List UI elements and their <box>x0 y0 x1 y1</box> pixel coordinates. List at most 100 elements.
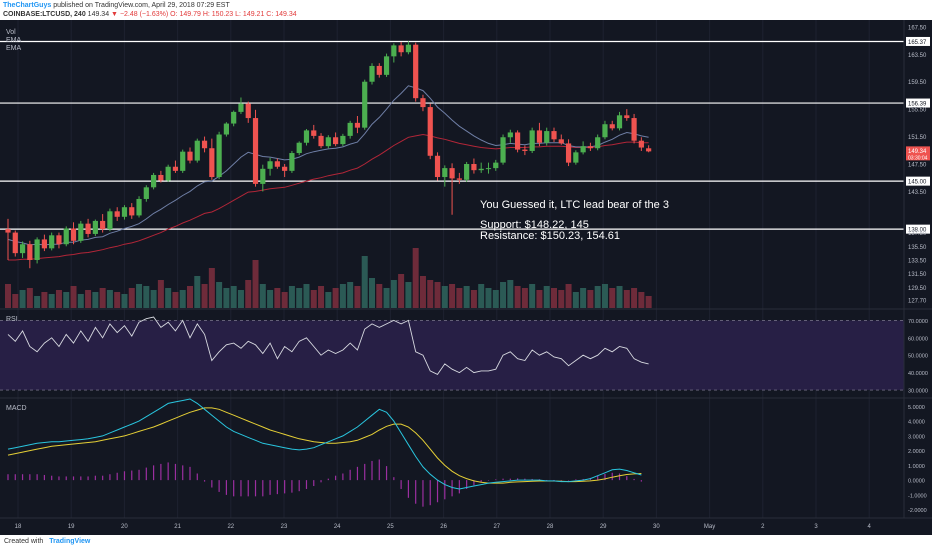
macd-hist-bar <box>640 480 642 482</box>
price-tick-label: 163.50 <box>908 53 927 59</box>
volume-bar <box>500 282 507 308</box>
macd-histogram <box>7 459 642 507</box>
volume-bar <box>201 284 208 308</box>
macd-hist-bar <box>524 478 526 481</box>
volume-bar <box>106 290 113 308</box>
macd-hist-bar <box>502 478 504 481</box>
volume-bar <box>143 286 150 308</box>
candle-body <box>507 132 513 138</box>
time-tick-label: 27 <box>493 524 500 530</box>
candle-body <box>121 207 128 217</box>
volume-bar <box>470 290 477 308</box>
macd-hist-bar <box>174 463 177 481</box>
macd-hist-bar <box>407 480 409 498</box>
macd-hist-bar <box>218 480 220 492</box>
macd-hist-bar <box>531 478 533 481</box>
candle-body <box>12 232 18 254</box>
volume-bar <box>427 280 434 308</box>
macd-hist-bar <box>58 476 60 481</box>
macd-hist-bar <box>495 479 497 481</box>
volume-bar <box>616 286 623 308</box>
volume-bar <box>288 286 295 308</box>
volume-bar <box>339 284 346 308</box>
volume-bar <box>237 290 244 308</box>
candle-body <box>544 131 550 143</box>
candle-body <box>172 166 179 171</box>
macd-hist-bar <box>618 473 621 481</box>
macd-hist-bar <box>509 478 511 481</box>
legend-ema-2[interactable]: EMA <box>6 45 22 52</box>
publish-info: published on TradingView.com, April 29, … <box>53 2 230 9</box>
macd-hist-bar <box>633 478 635 481</box>
time-tick-label: 25 <box>387 524 394 530</box>
volume-bar <box>558 290 565 308</box>
candle-body <box>318 135 324 147</box>
volume-bar <box>492 290 499 308</box>
volume-bar <box>456 288 463 308</box>
time-tick-label: 19 <box>68 524 75 530</box>
volume-bar <box>187 286 193 308</box>
candle-body <box>354 122 361 128</box>
volume-bar <box>543 286 550 308</box>
macd-hist-bar <box>575 479 577 481</box>
last-price: 149.34 <box>87 11 110 18</box>
candle-body <box>289 153 295 171</box>
macd-tick-label: 3.0000 <box>908 434 925 440</box>
macd-hist-bar <box>349 469 351 481</box>
candle-body <box>41 239 47 249</box>
time-axis: 18 19 20 21 22 23 24 25 26 27 28 29 30 May 2 3 4 <box>15 524 872 530</box>
candlesticks <box>5 41 652 269</box>
volume-bar <box>19 290 26 308</box>
macd-hist-bar <box>262 480 264 497</box>
candle-body <box>340 135 346 145</box>
legend-vol[interactable]: Vol <box>6 29 16 36</box>
candle-body <box>158 174 164 181</box>
candle-body <box>485 168 492 170</box>
symbol-name[interactable]: COINBASE:LTCUSD, 240 <box>3 11 86 18</box>
candle-body <box>515 132 521 150</box>
time-tick-label: 24 <box>334 524 341 530</box>
candle-body <box>427 107 433 156</box>
author-name[interactable]: TheChartGuys <box>3 2 52 9</box>
candle-body <box>34 239 40 260</box>
candle-body <box>231 111 237 124</box>
chart-background <box>0 20 932 535</box>
price-tick-label: 155.50 <box>908 108 927 114</box>
tradingview-logo[interactable]: TradingView <box>49 538 91 545</box>
price-tick-label: 159.50 <box>908 80 927 86</box>
candle-body <box>49 235 55 249</box>
volume-bar <box>623 290 630 308</box>
macd-hist-bar <box>356 466 359 481</box>
macd-hist-bar <box>160 463 162 481</box>
volume-bar <box>310 290 317 308</box>
candle-body <box>70 228 77 241</box>
macd-hist-bar <box>364 463 366 481</box>
macd-hist-bar <box>458 480 460 494</box>
volume-bar <box>580 288 587 308</box>
ohlc-values: O: 149.79 H: 150.23 L: 149.21 C: 149.34 <box>170 11 297 18</box>
candle-body <box>238 103 244 112</box>
price-tick-label: 167.50 <box>908 25 927 31</box>
macd-hist-bar <box>553 479 555 481</box>
macd-hist-bar <box>203 480 206 482</box>
legend-ema-1[interactable]: EMA <box>6 37 22 44</box>
candle-body <box>180 151 186 171</box>
candle-body <box>398 45 404 53</box>
volume-bar <box>587 290 594 308</box>
volume-bar <box>565 284 572 308</box>
candle-body <box>638 140 644 148</box>
legend-rsi[interactable]: RSI <box>6 316 18 323</box>
volume-bar <box>5 284 11 308</box>
candle-body <box>19 244 26 254</box>
legend-macd[interactable]: MACD <box>6 405 27 412</box>
macd-tick-label: 2.0000 <box>908 449 925 455</box>
candle-body <box>558 139 564 144</box>
candle-body <box>223 123 229 135</box>
volume-bar <box>478 284 485 308</box>
macd-hist-bar <box>436 480 439 503</box>
price-tick-label: 129.50 <box>908 286 927 292</box>
candle-body <box>413 44 419 99</box>
footer: Created with TradingView <box>0 535 932 550</box>
macd-hist-bar <box>473 480 475 486</box>
